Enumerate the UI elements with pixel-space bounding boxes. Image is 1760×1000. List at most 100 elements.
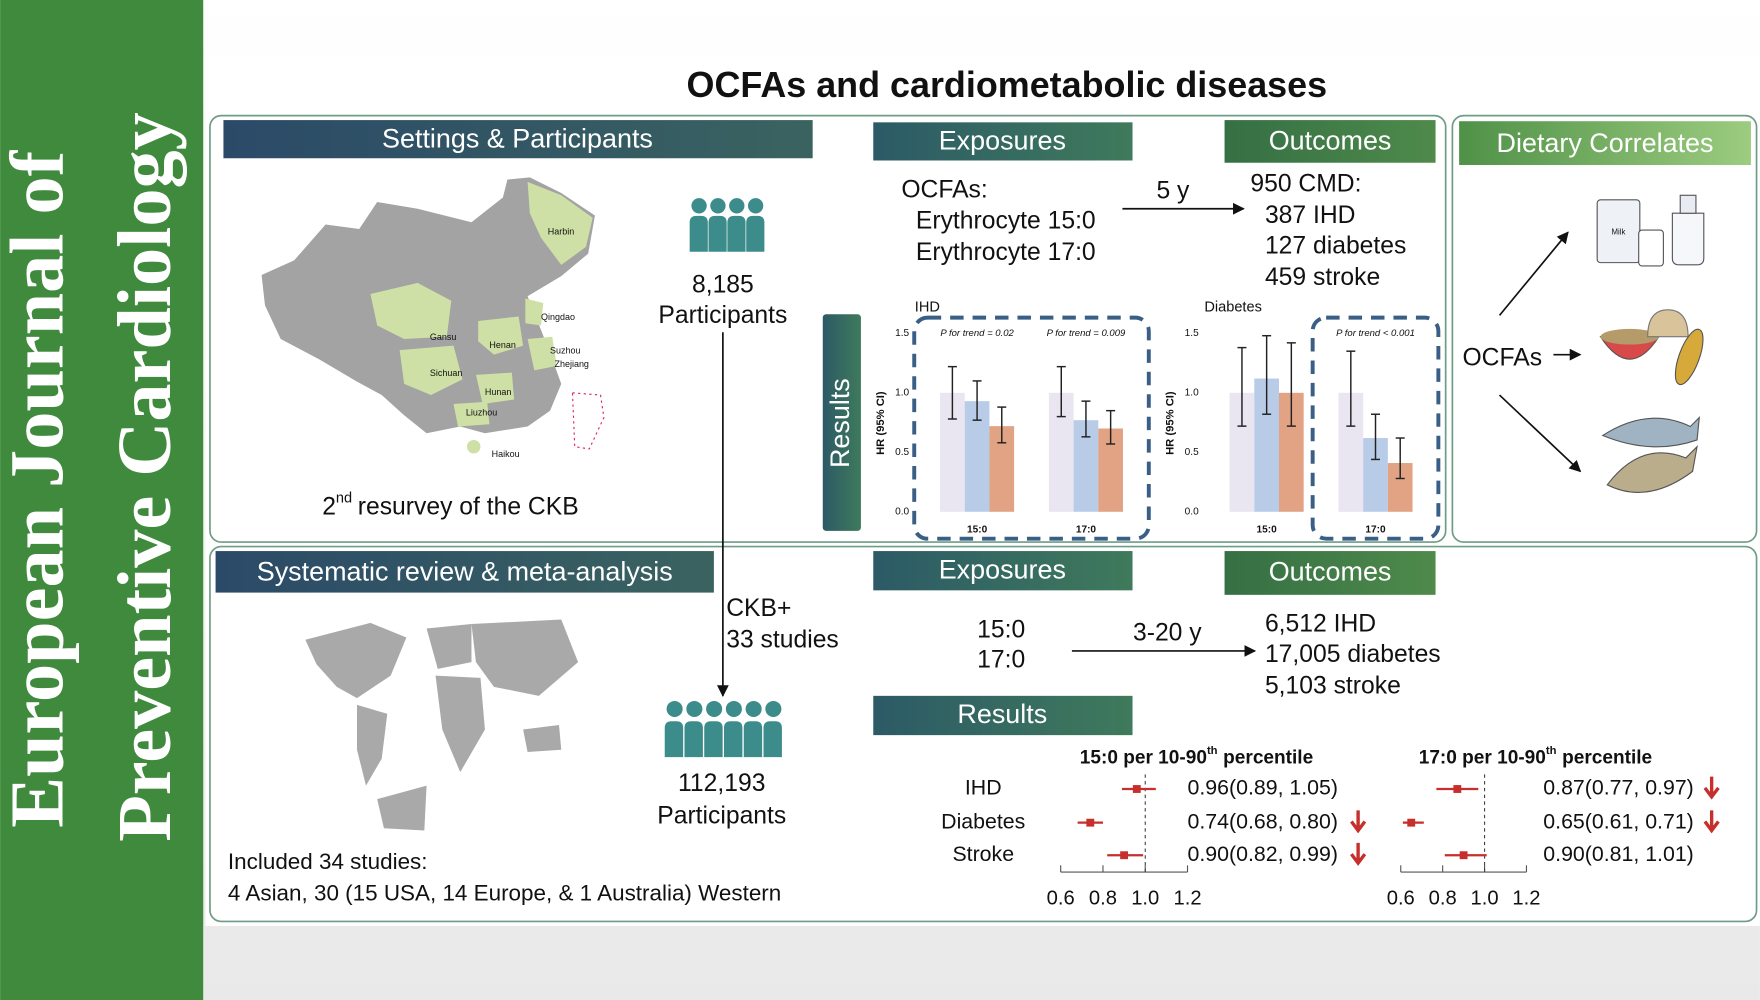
person-body	[746, 215, 765, 252]
person-head	[666, 700, 683, 718]
outcome-text: 5,103 stroke	[1265, 672, 1401, 699]
person-body	[684, 721, 703, 758]
map-shape	[435, 675, 485, 773]
follow-up: 3-20 y	[1133, 620, 1202, 647]
top-box	[209, 114, 1447, 543]
x-tick-label: 15:0	[967, 524, 988, 535]
bottle	[1671, 212, 1705, 266]
section-header: Systematic review & meta-analysis	[257, 557, 673, 587]
person-body	[708, 215, 727, 252]
x-tick-label: 15:0	[1257, 524, 1278, 535]
significance-arrow	[1350, 810, 1367, 834]
significance-arrow	[1703, 810, 1720, 834]
bottom-box	[209, 545, 1758, 923]
sack	[1647, 309, 1689, 338]
map-label: Qingdao	[541, 312, 575, 322]
section-header: Dietary Correlates	[1497, 128, 1714, 158]
journal-name: European Journal of	[0, 149, 79, 828]
x-tick-label: 1.2	[1512, 887, 1540, 909]
value-label: 0.90(0.82, 0.99)	[1188, 842, 1338, 866]
significance-arrow	[1350, 842, 1367, 866]
x-tick-label: 1.0	[1131, 887, 1159, 909]
header-bar	[873, 695, 1133, 736]
exposure-text: Erythrocyte 15:0	[916, 208, 1096, 235]
dietary-box	[1451, 114, 1758, 543]
y-axis-label: HR (95% CI)	[1165, 391, 1177, 455]
point-estimate	[1132, 785, 1141, 793]
outcome-text: 387 IHD	[1265, 202, 1356, 229]
person-head	[686, 700, 703, 718]
title-text: 17:0 per 10-90	[1419, 748, 1546, 769]
y-tick-label: 0.5	[895, 447, 909, 458]
row-label: Stroke	[952, 842, 1014, 866]
participant-count: 112,193	[678, 770, 765, 797]
person-body	[723, 721, 743, 758]
point-estimate	[1120, 851, 1129, 860]
map-shape	[523, 725, 562, 752]
glass	[1638, 229, 1664, 267]
header-bar	[1224, 551, 1436, 595]
person-head	[747, 198, 764, 214]
person-body	[689, 215, 708, 252]
row-label: Diabetes	[941, 809, 1025, 833]
person-head	[765, 700, 782, 718]
point-estimate	[1453, 785, 1462, 793]
value-label: 0.87(0.77, 0.97)	[1543, 776, 1693, 800]
included-text: Included 34 studies:	[228, 849, 428, 874]
person-head	[706, 700, 723, 718]
header-bar	[873, 122, 1133, 161]
map-shape	[377, 785, 427, 831]
highlight-box	[912, 315, 1151, 541]
exposure-text: OCFAs:	[901, 176, 987, 203]
person-body	[704, 721, 723, 758]
grain-icon	[1599, 309, 1704, 386]
y-tick-label: 0.5	[1185, 447, 1199, 458]
fish	[1606, 445, 1698, 493]
person-head	[745, 700, 762, 718]
dairy-icon: Milk	[1596, 194, 1705, 267]
fish-icon	[1601, 415, 1701, 493]
results-tab	[822, 314, 861, 531]
bottle-cap	[1679, 194, 1697, 214]
person-body	[664, 721, 684, 758]
map-label: Harbin	[548, 227, 574, 237]
highlight-box	[1310, 315, 1441, 541]
sidebar	[0, 0, 204, 1000]
outcome-text: 17,005 diabetes	[1265, 641, 1441, 668]
section-header: Outcomes	[1269, 126, 1392, 156]
participant-label: Participants	[657, 803, 786, 830]
point-estimate	[1086, 818, 1095, 827]
main-title: OCFAs and cardiometabolic diseases	[687, 64, 1328, 105]
milk-label: Milk	[1612, 227, 1626, 236]
point-estimate	[1407, 818, 1416, 827]
section-header: Settings & Participants	[382, 123, 653, 153]
map-region	[527, 336, 557, 371]
annotation: P for trend = 0.009	[1047, 328, 1126, 339]
people-icon	[664, 700, 782, 758]
outcome-text: 950 CMD:	[1250, 171, 1361, 198]
studies-text: CKB+	[726, 595, 791, 622]
title-superscript: th	[1546, 745, 1557, 757]
section-header: Results	[957, 699, 1047, 729]
value-label: 0.96(0.89, 1.05)	[1188, 776, 1338, 800]
title-text: percentile	[1223, 748, 1313, 769]
map-region	[527, 181, 593, 265]
outcome-text: 6,512 IHD	[1265, 611, 1376, 638]
map-region	[399, 345, 463, 396]
participant-count: 8,185	[692, 272, 754, 299]
x-tick-label: 1.2	[1173, 887, 1201, 909]
person-body	[743, 721, 763, 758]
participant-label: Participants	[658, 302, 787, 329]
y-tick-label: 1.0	[895, 387, 909, 398]
map-label: Suzhou	[550, 346, 580, 356]
title-superscript: th	[1207, 745, 1218, 757]
value-label: 0.90(0.81, 1.01)	[1543, 842, 1693, 866]
journal-name: Preventive Cardiology	[102, 112, 187, 842]
people-icon	[689, 198, 765, 252]
x-tick-label: 17:0	[1076, 524, 1097, 535]
map-label: Hunan	[485, 387, 511, 397]
exposure-text: Erythrocyte 17:0	[916, 239, 1096, 266]
outcome-text: 459 stroke	[1265, 264, 1380, 291]
x-tick-label: 17:0	[1365, 524, 1386, 535]
section-header: Exposures	[939, 554, 1066, 584]
